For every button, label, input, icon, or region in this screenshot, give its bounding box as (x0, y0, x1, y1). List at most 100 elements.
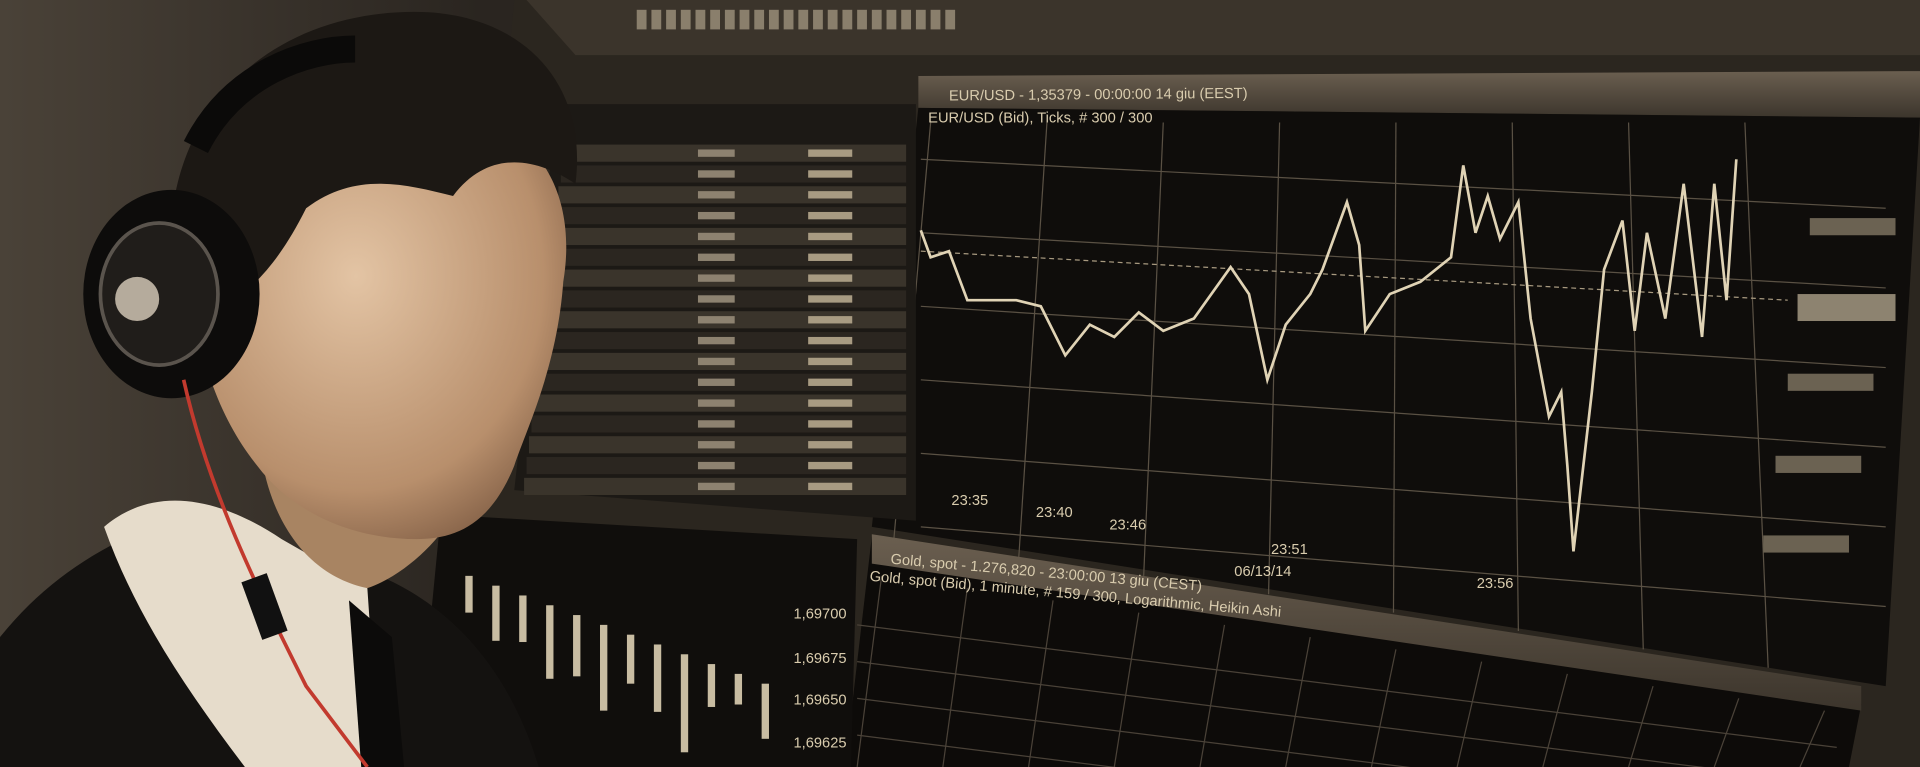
decoration (808, 378, 853, 386)
decoration (768, 9, 779, 30)
decoration (857, 624, 1837, 749)
decoration (1627, 122, 1644, 650)
decoration (808, 191, 853, 199)
decoration (1199, 624, 1226, 767)
decoration (1027, 600, 1054, 767)
lower-left-chart (416, 514, 858, 767)
time-label: 23:51 (1271, 542, 1308, 558)
decoration (754, 9, 765, 30)
decoration (697, 316, 735, 324)
decoration (546, 605, 554, 679)
decoration (808, 211, 853, 220)
reference-line (920, 250, 1788, 301)
decoration (886, 9, 897, 30)
decoration (695, 9, 706, 30)
toolbar-icons (636, 9, 956, 30)
candles (465, 575, 769, 753)
decoration (1744, 122, 1769, 668)
decoration (920, 452, 1886, 528)
decoration (808, 357, 853, 366)
decoration (808, 253, 853, 261)
gold-grid (856, 575, 1837, 767)
decoration (697, 357, 735, 366)
decoration (697, 232, 735, 241)
decoration (707, 664, 716, 707)
decoration (1456, 661, 1483, 767)
decoration (710, 9, 720, 30)
decoration (1713, 698, 1740, 767)
decoration (1799, 710, 1826, 767)
decoration (808, 295, 853, 303)
decoration (1143, 122, 1164, 576)
decoration (697, 211, 735, 220)
decoration (666, 9, 676, 30)
decoration (680, 654, 689, 753)
window-header (918, 71, 1920, 118)
decoration (808, 274, 853, 282)
decoration (626, 634, 635, 684)
decoration (857, 9, 867, 30)
time-label: 23:46 (1109, 517, 1146, 533)
decoration (697, 274, 735, 282)
decoration (808, 336, 853, 345)
time-label: 23:35 (951, 493, 988, 509)
decoration (761, 683, 769, 739)
chart-window (871, 107, 1920, 687)
decoration (697, 295, 735, 303)
decoration (942, 588, 968, 767)
decoration (697, 461, 735, 470)
decoration (808, 149, 853, 157)
decoration (808, 399, 853, 407)
decoration (920, 158, 1886, 209)
decoration (697, 441, 735, 449)
decoration (697, 378, 735, 386)
axis-label: 1,69625 (793, 735, 846, 751)
decoration (920, 526, 1886, 608)
decoration (465, 575, 473, 613)
decoration (697, 170, 735, 178)
decoration (857, 661, 1705, 767)
decoration (653, 644, 662, 712)
decoration (1627, 685, 1654, 767)
decoration (697, 149, 735, 157)
decoration (636, 9, 647, 30)
time-label: 23:40 (1036, 505, 1073, 521)
time-label: 23:56 (1477, 576, 1514, 592)
axis-label: 1,69675 (793, 651, 846, 667)
decoration (1113, 612, 1140, 767)
decoration (783, 9, 794, 30)
decoration (519, 595, 527, 643)
decoration (1392, 122, 1397, 613)
decoration (697, 420, 735, 428)
decoration (915, 9, 926, 30)
decoration (808, 441, 853, 449)
gold-header (871, 534, 1862, 711)
decoration (1542, 673, 1568, 767)
price-line (919, 159, 1738, 552)
decoration (1285, 637, 1311, 767)
eurusd-title: EUR/USD - 1,35379 - 00:00:00 14 giu (EES… (949, 86, 1248, 105)
decoration (813, 9, 823, 30)
decoration (573, 615, 581, 677)
decoration (808, 316, 853, 324)
decoration (808, 170, 853, 178)
decoration (842, 9, 853, 30)
chart-grid (893, 122, 1886, 668)
decoration (945, 9, 956, 30)
decoration (697, 253, 735, 261)
person (0, 11, 578, 767)
decoration (600, 624, 608, 711)
date-label: 06/13/14 (1234, 564, 1291, 580)
decoration (651, 9, 662, 30)
axis-label: 1,69700 (793, 607, 846, 623)
decoration (857, 734, 1117, 767)
decoration (697, 399, 735, 407)
decoration (739, 9, 750, 30)
decoration (920, 379, 1886, 448)
decoration (680, 9, 691, 30)
decoration (1511, 122, 1519, 632)
decoration (827, 9, 838, 30)
decoration (808, 232, 853, 241)
